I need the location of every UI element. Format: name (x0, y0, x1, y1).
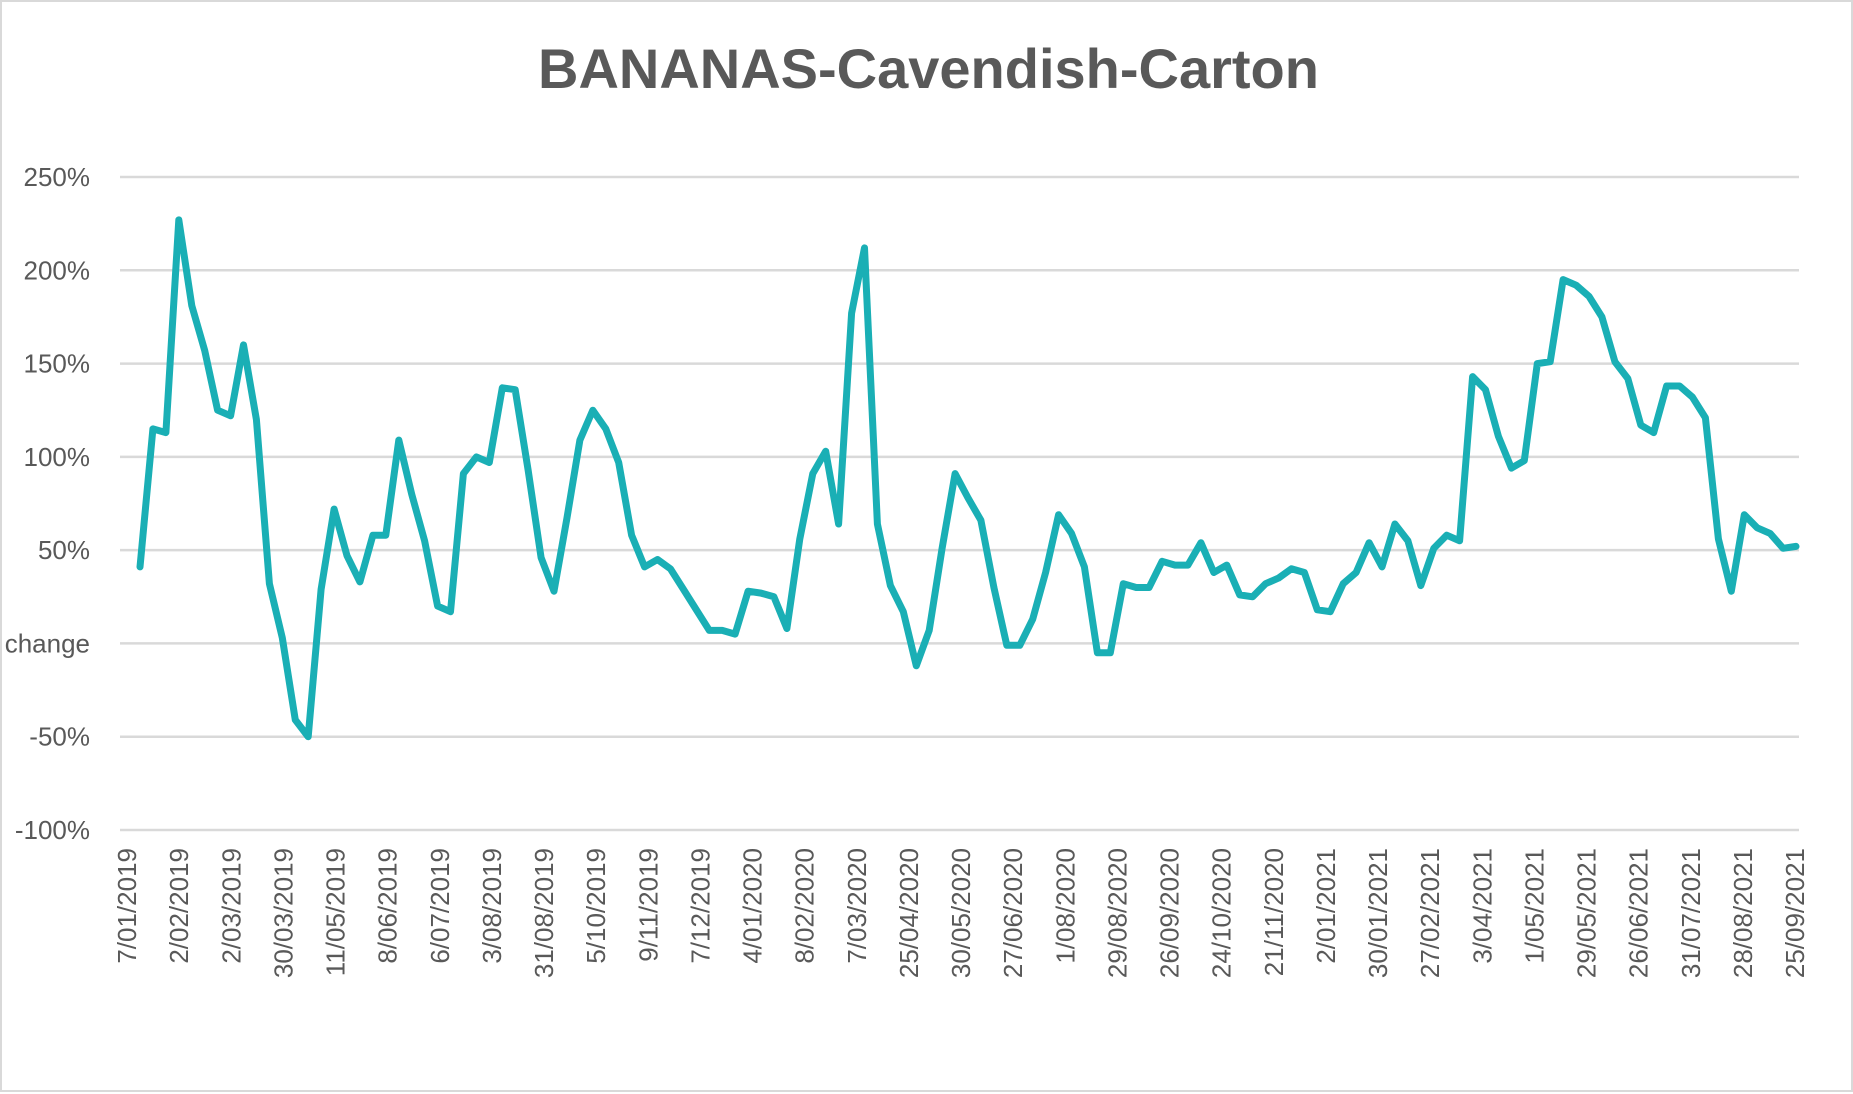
x-tick-label: 29/05/2021 (1572, 848, 1602, 978)
x-tick-label: 8/02/2020 (790, 848, 820, 964)
x-tick-label: 30/03/2019 (268, 848, 298, 978)
y-tick-label: -50% (29, 722, 90, 752)
x-tick-label: 24/10/2020 (1207, 848, 1237, 978)
gridlines (120, 175, 1799, 832)
x-tick-label: 4/01/2020 (738, 848, 768, 964)
x-tick-label: 7/01/2019 (112, 848, 142, 964)
y-tick-label: change (5, 628, 90, 658)
x-tick-label: 21/11/2020 (1259, 848, 1289, 976)
x-tick-label: 30/05/2020 (946, 848, 976, 978)
series-line (136, 216, 1800, 741)
x-tick-label: 3/08/2019 (477, 848, 507, 964)
x-tick-label: 1/05/2021 (1519, 848, 1549, 964)
series-group (136, 216, 1800, 741)
y-tick-label: 50% (38, 535, 90, 565)
x-tick-label: 29/08/2020 (1102, 848, 1132, 978)
chart-title: BANANAS-Cavendish-Carton (538, 37, 1319, 100)
x-tick-label: 2/01/2021 (1311, 848, 1341, 964)
x-tick-label: 27/06/2020 (998, 848, 1028, 978)
x-tick-label: 8/06/2019 (373, 848, 403, 964)
x-tick-label: 5/10/2019 (581, 848, 611, 964)
y-tick-label: 150% (24, 349, 91, 379)
x-tick-label: 31/08/2019 (529, 848, 559, 978)
y-tick-label: 250% (24, 162, 91, 192)
y-tick-label: 200% (24, 255, 91, 285)
y-tick-label: 100% (24, 442, 91, 472)
y-axis-tick-labels: 250% 200% 150% 100% 50% change -50% -100% (5, 162, 90, 845)
x-tick-label: 25/04/2020 (894, 848, 924, 978)
y-tick-label: -100% (15, 815, 90, 845)
x-tick-label: 2/03/2019 (216, 848, 246, 964)
x-tick-label: 31/07/2021 (1676, 848, 1706, 978)
x-tick-label: 6/07/2019 (425, 848, 455, 964)
x-tick-label: 30/01/2021 (1363, 848, 1393, 978)
x-tick-label: 27/02/2021 (1415, 848, 1445, 978)
x-tick-label: 11/05/2019 (321, 848, 351, 976)
x-tick-label: 25/09/2021 (1780, 848, 1810, 978)
x-tick-label: 26/09/2020 (1155, 848, 1185, 978)
x-tick-label: 9/11/2019 (633, 848, 663, 962)
x-tick-label: 1/08/2020 (1050, 848, 1080, 964)
x-tick-label: 7/03/2020 (842, 848, 872, 964)
x-tick-label: 28/08/2021 (1728, 848, 1758, 978)
x-axis-tick-labels: 7/01/2019 2/02/2019 2/03/2019 30/03/2019 11/… (112, 848, 1810, 978)
x-tick-label: 26/06/2021 (1624, 848, 1654, 978)
x-tick-label: 3/04/2021 (1467, 848, 1497, 964)
x-tick-label: 2/02/2019 (164, 848, 194, 964)
x-tick-label: 7/12/2019 (685, 848, 715, 964)
